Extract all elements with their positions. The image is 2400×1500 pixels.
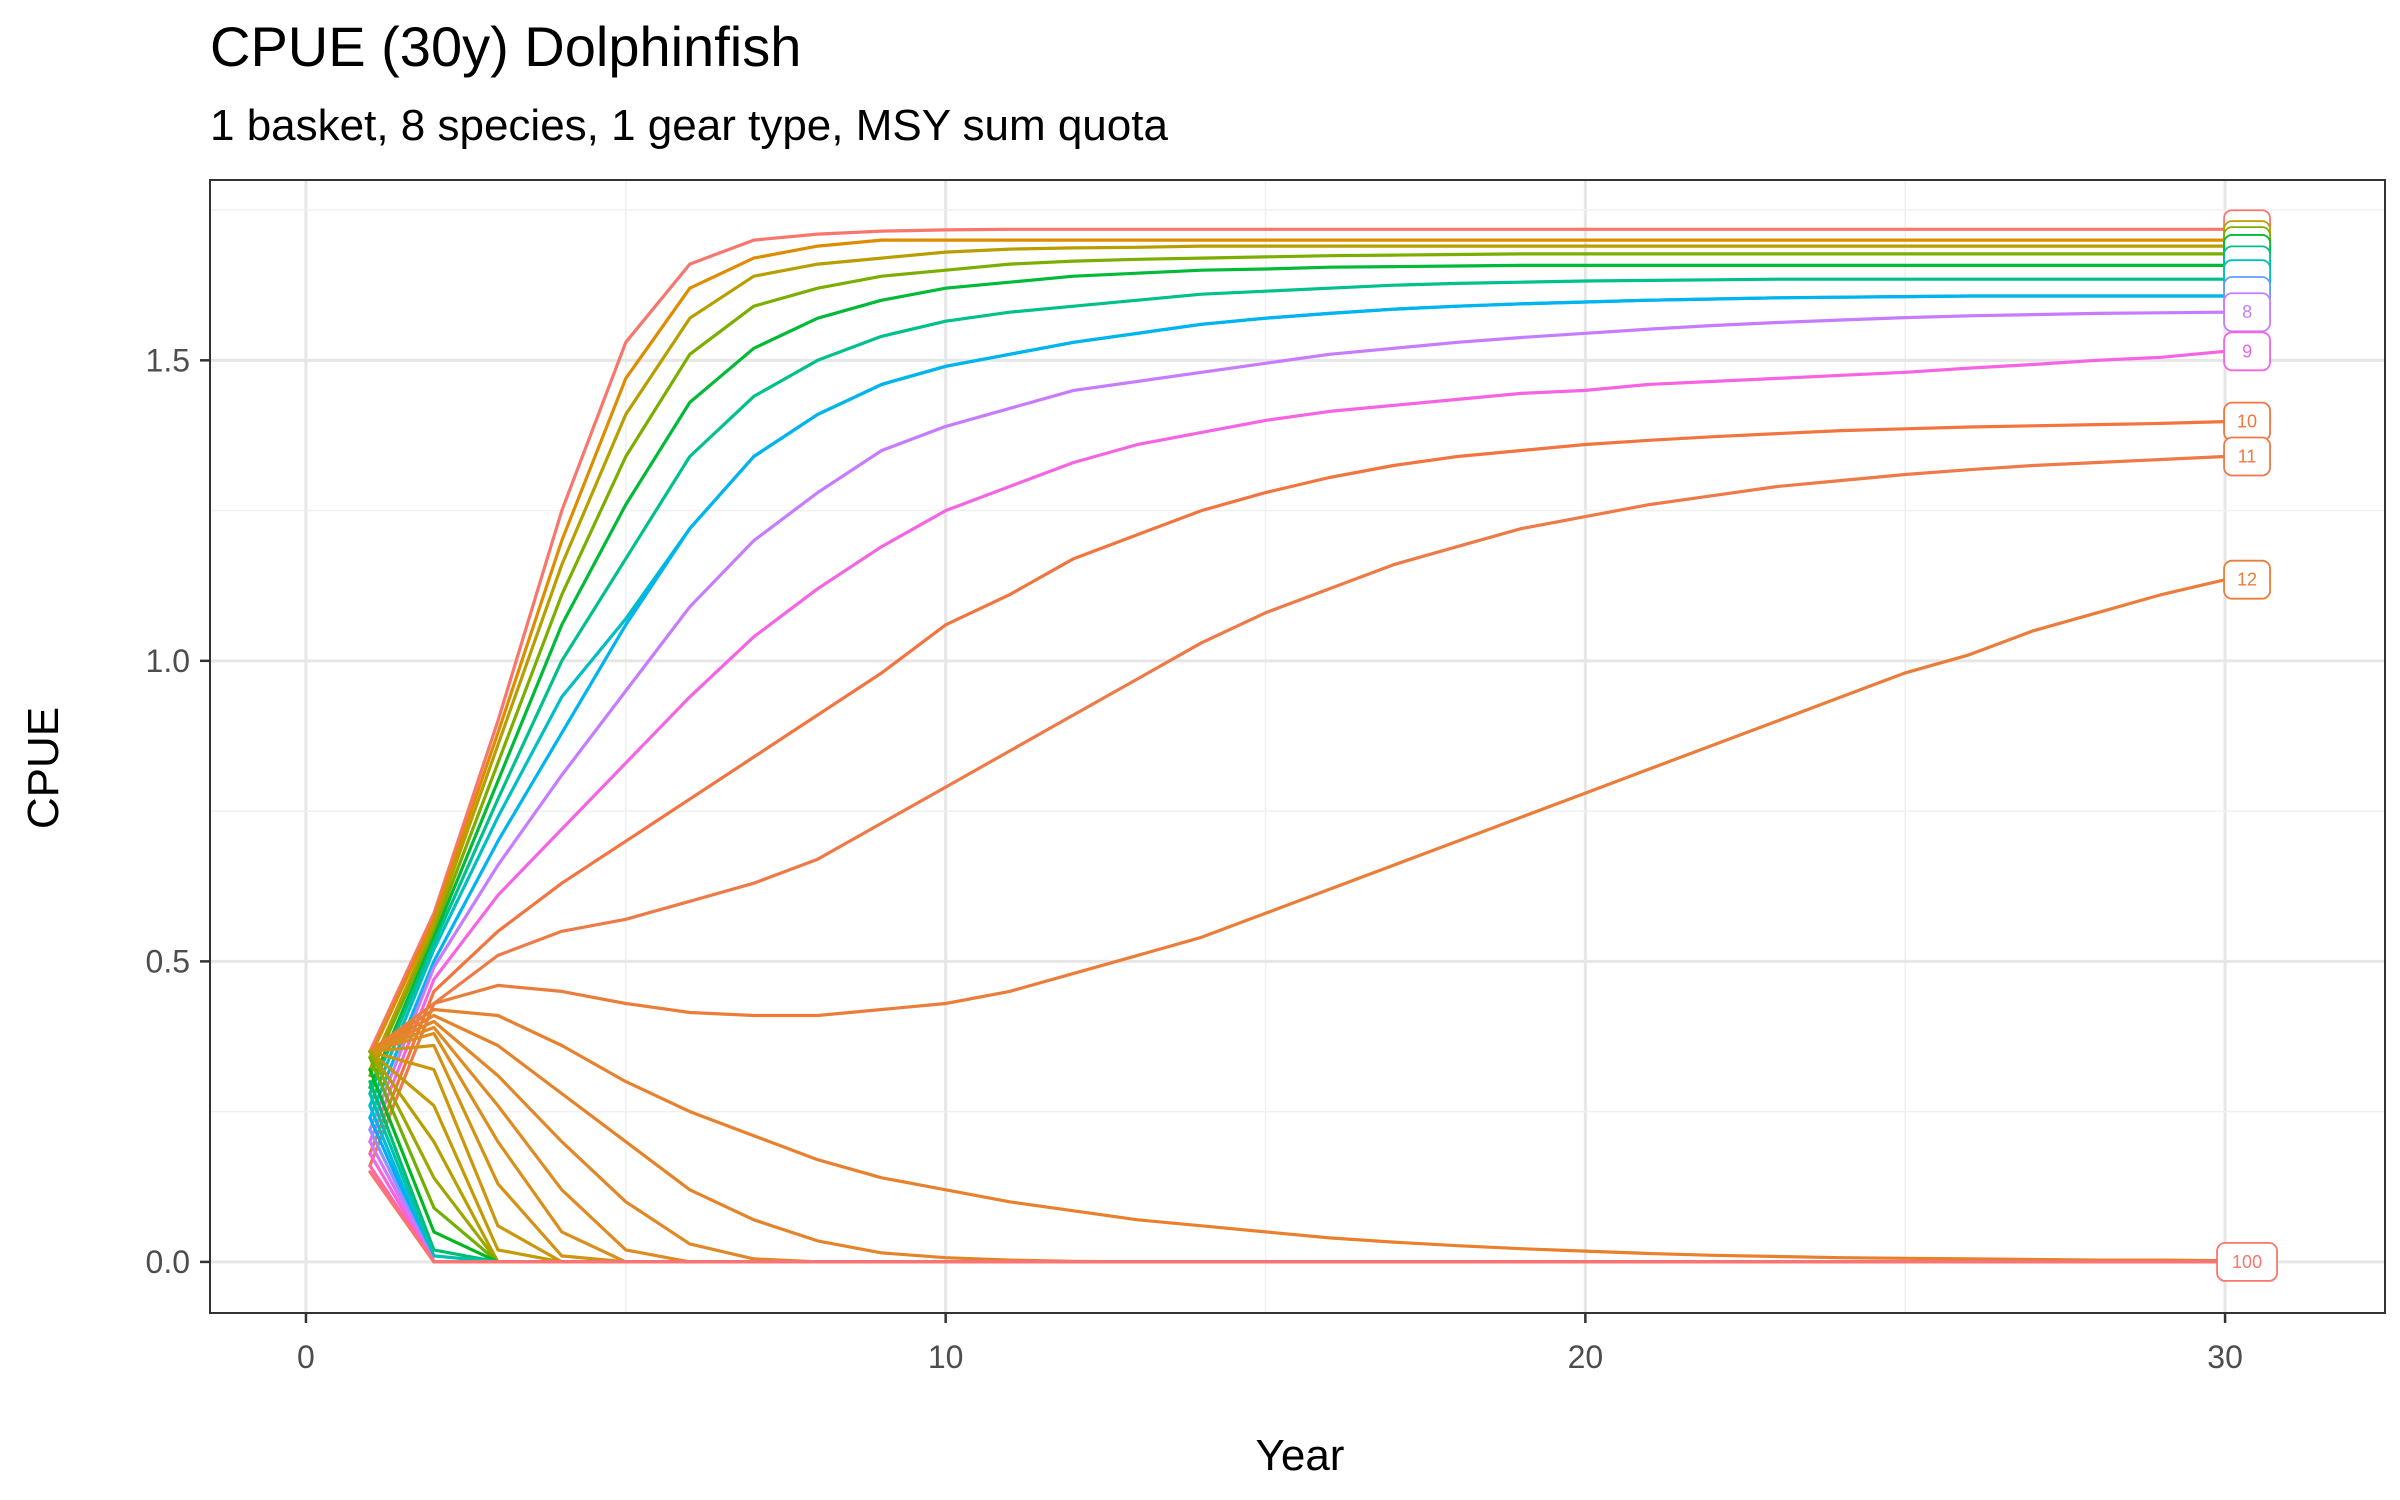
end-label-box — [2223, 436, 2271, 477]
series-line — [368, 1164, 2227, 1264]
series-line — [368, 1031, 2227, 1264]
line-end-labels: 8 9 10 11 12 100 — [2216, 209, 2278, 1282]
x-axis-title: Year — [1256, 1431, 1345, 1480]
end-label-box — [2223, 331, 2271, 372]
end-label-text: 10 — [2237, 412, 2257, 432]
series-line — [368, 1152, 2227, 1264]
series-line — [368, 1128, 2227, 1264]
axes: 0 10 20 30 0.0 0.5 1.0 1.5 — [146, 342, 2243, 1375]
x-tick-label: 30 — [2207, 1339, 2243, 1375]
series-line — [368, 578, 2227, 1054]
series-line — [368, 420, 2227, 1156]
y-tick-label: 1.0 — [146, 643, 190, 679]
series-line — [368, 1013, 2227, 1264]
series-line — [368, 1067, 2227, 1264]
series-line — [368, 1116, 2227, 1264]
chart-subtitle: 1 basket, 8 species, 1 gear type, MSY su… — [210, 101, 1168, 150]
x-tick-label: 10 — [928, 1339, 964, 1375]
chart-title: CPUE (30y) Dolphinfish — [210, 15, 801, 78]
end-label-text: 100 — [2232, 1252, 2262, 1272]
y-tick-label: 1.5 — [146, 342, 190, 378]
series-line — [368, 238, 2227, 1060]
series-lines — [368, 227, 2227, 1264]
end-label-box — [2223, 559, 2271, 600]
series-line — [368, 454, 2227, 1168]
series-line — [368, 1170, 2227, 1264]
end-label-text: 12 — [2237, 570, 2257, 590]
y-tick-label: 0.5 — [146, 943, 190, 979]
series-line — [368, 349, 2227, 1144]
series-line — [368, 1103, 2227, 1264]
end-label-box — [2223, 292, 2271, 333]
x-tick-label: 20 — [1568, 1339, 1604, 1375]
series-line — [368, 1019, 2227, 1264]
series-line — [368, 310, 2227, 1132]
y-tick-label: 0.0 — [146, 1244, 190, 1280]
x-tick-label: 0 — [297, 1339, 315, 1375]
end-label-text: 9 — [2242, 341, 2252, 361]
end-label-text: 8 — [2242, 302, 2252, 322]
series-line — [368, 1025, 2227, 1264]
series-line — [368, 252, 2227, 1078]
series-line — [368, 244, 2227, 1072]
series-line — [368, 263, 2227, 1090]
series-line — [368, 294, 2227, 1120]
y-axis-title: CPUE — [19, 707, 68, 829]
series-line — [368, 277, 2227, 1096]
series-line — [368, 1043, 2227, 1264]
end-label-text: 11 — [2238, 446, 2257, 466]
end-label-box — [2216, 1242, 2278, 1282]
plot-panel — [209, 179, 2386, 1314]
series-line — [368, 227, 2227, 1054]
series-line — [368, 1091, 2227, 1264]
series-line — [368, 1007, 2227, 1263]
